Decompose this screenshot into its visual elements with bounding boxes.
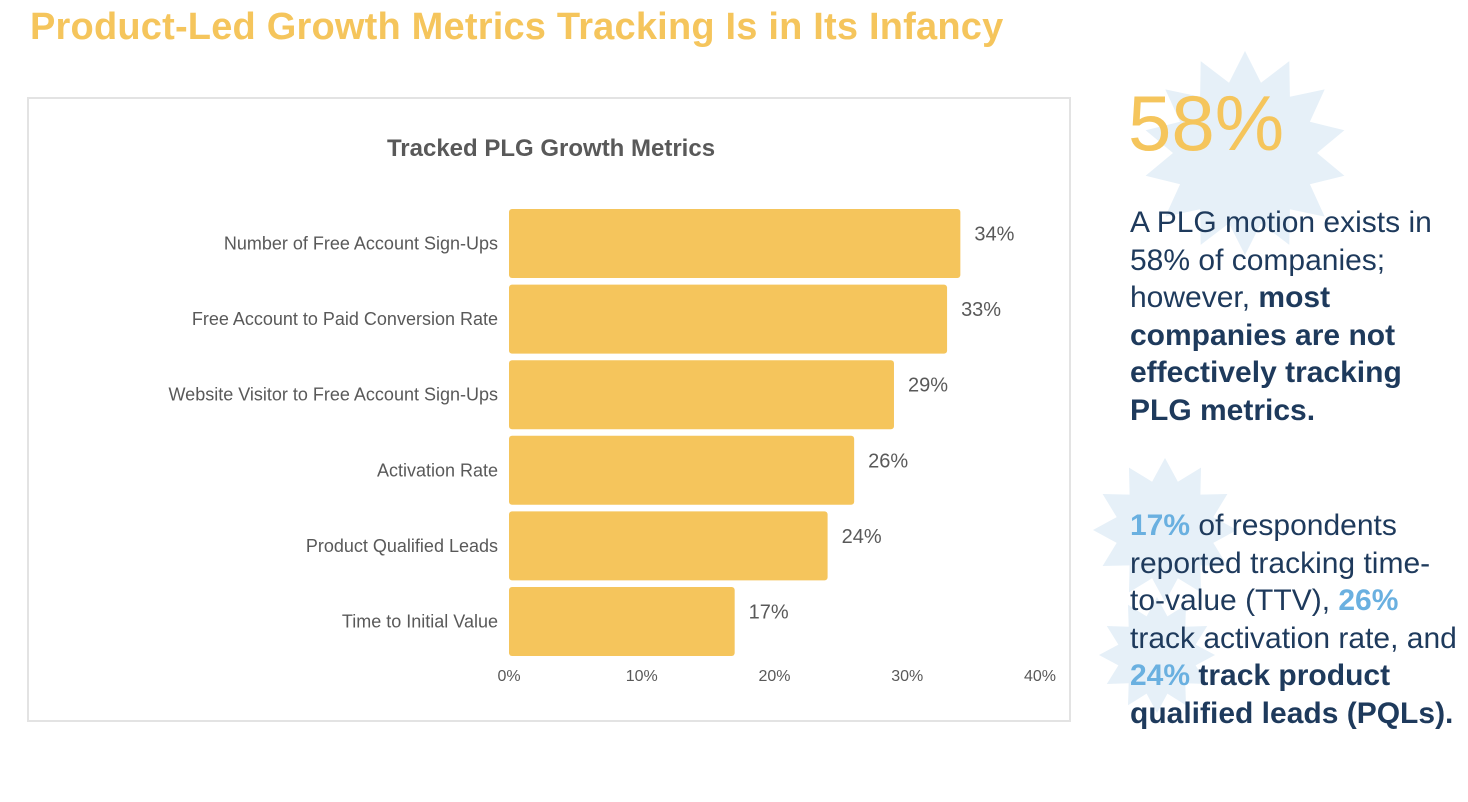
bar-1 [509,209,961,278]
insight-text: A PLG motion exists in 58% of companies;… [1130,206,1432,314]
category-label-5: Product Qualified Leads [306,536,498,556]
category-label-2: Free Account to Paid Conversion Rate [192,309,498,329]
category-label-4: Activation Rate [377,460,498,480]
bar-2 [509,284,948,354]
value-label-3: 29% [908,375,948,397]
insight-emphasis: most companies are not effectively track… [1130,281,1402,427]
insight-emphasis: track product qualified leads (PQLs). [1130,659,1454,730]
burst-decoration-middle [1093,458,1237,602]
value-label-1: 34% [974,224,1014,246]
burst-decoration-bottom [1099,597,1215,713]
category-label-6: Time to Initial Value [342,612,498,632]
value-label-4: 26% [868,450,908,472]
stat-headline: 58% [1128,79,1285,167]
burst-shape [1145,51,1345,255]
bar-chart: Tracked PLG Growth Metrics Number of Fre… [169,135,1057,685]
highlight-activation-percent: 26% [1338,584,1399,617]
page-title: Product-Led Growth Metrics Tracking Is i… [30,6,1004,48]
value-label-6: 17% [749,602,789,624]
value-label-2: 33% [961,299,1001,321]
chart-card: Tracked PLG Growth Metrics Number of Fre… [27,97,1071,722]
highlight-pql-percent: 24% [1130,659,1191,692]
chart-title: Tracked PLG Growth Metrics [387,135,715,162]
category-label-3: Website Visitor to Free Account Sign-Ups [169,385,498,405]
burst-shape [1093,458,1237,602]
bar-6 [509,587,735,656]
value-label-5: 24% [842,526,882,548]
insight-paragraph-tracking: 17% of respondents reported tracking tim… [1130,507,1460,732]
x-tick-label-5: 40% [1024,668,1056,685]
bar-4 [509,435,855,505]
burst-shape [1099,597,1215,713]
insight-text: track activation rate, and [1130,621,1457,655]
highlight-ttv-percent: 17% [1130,509,1191,542]
x-tick-label-2: 10% [626,668,658,685]
category-label-1: Number of Free Account Sign-Ups [224,234,498,254]
x-tick-label-1: 0% [497,668,520,685]
bar-5 [509,511,828,581]
bar-3 [509,360,894,430]
x-tick-label-4: 30% [891,668,923,685]
insight-paragraph-plg-motion: A PLG motion exists in 58% of companies;… [1130,204,1460,429]
insight-text: of respondents reported tracking time-to… [1130,509,1431,617]
x-tick-label-3: 20% [758,668,790,685]
burst-decoration-top [1145,51,1345,255]
